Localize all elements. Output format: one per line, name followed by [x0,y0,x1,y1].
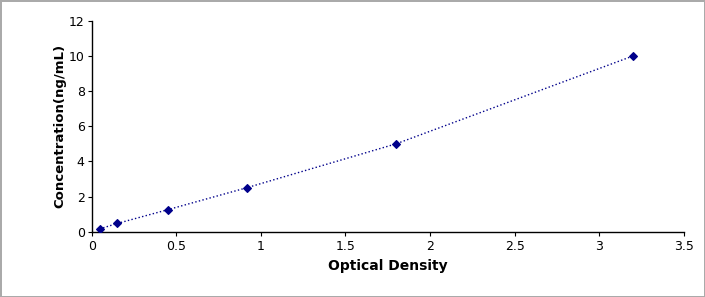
Y-axis label: Concentration(ng/mL): Concentration(ng/mL) [53,44,66,208]
X-axis label: Optical Density: Optical Density [328,259,448,273]
